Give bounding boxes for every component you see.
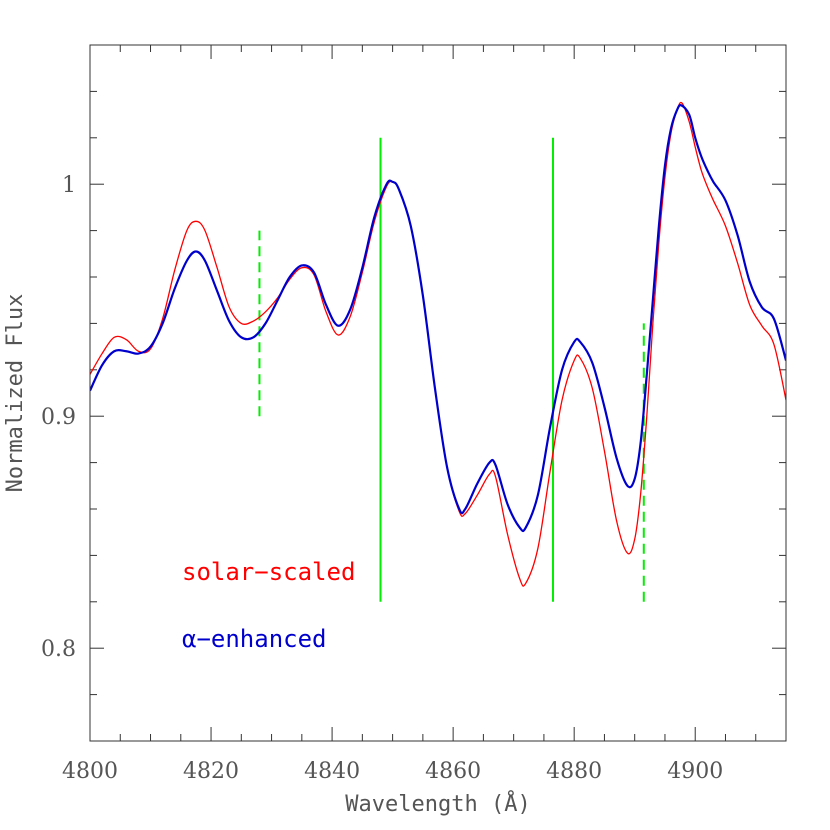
series-line-1	[90, 101, 786, 587]
line-markers	[258, 137, 645, 602]
x-tick-label: 4900	[667, 759, 723, 784]
x-tick-label: 4860	[425, 759, 481, 784]
y-tick-label: 0.9	[41, 405, 76, 430]
y-axis-title: Normalized Flux	[3, 294, 28, 493]
x-tick-label: 4880	[546, 759, 602, 784]
x-axis-title: Wavelength (Å)	[345, 790, 530, 817]
y-tick-label: 0.8	[41, 637, 76, 662]
tick-labels: 4800 4820 4840 4860 4880 4900 0.8 0.9 1	[41, 173, 723, 784]
legend: solar−scaled α−enhanced	[182, 558, 355, 653]
legend-label-2: α−enhanced	[182, 625, 327, 653]
series-line-2	[90, 104, 786, 533]
x-tick-label: 4820	[183, 759, 239, 784]
y-tick-label: 1	[62, 173, 76, 198]
legend-label-1: solar−scaled	[182, 558, 355, 586]
series-lines	[90, 101, 786, 587]
plot-frame	[89, 44, 787, 742]
x-tick-label: 4800	[62, 759, 118, 784]
x-tick-label: 4840	[304, 759, 360, 784]
tick-marks	[89, 44, 787, 742]
